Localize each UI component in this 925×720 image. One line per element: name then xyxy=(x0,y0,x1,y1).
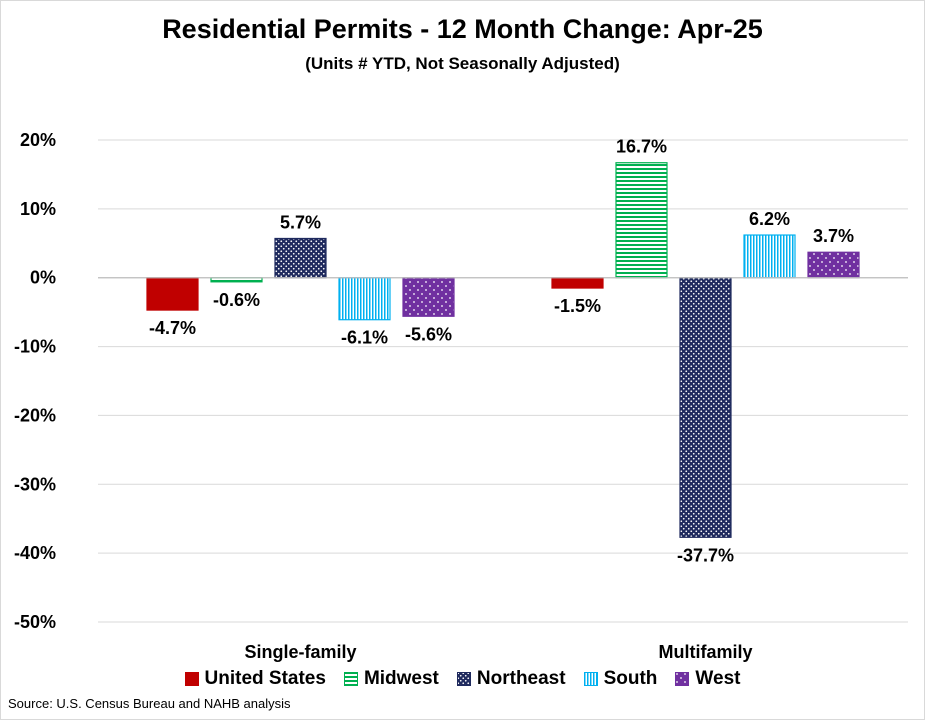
bar-south xyxy=(338,277,391,321)
legend-label: Northeast xyxy=(476,668,566,689)
data-label: -1.5% xyxy=(554,296,601,316)
legend-swatch xyxy=(456,672,471,686)
y-tick-label: 0% xyxy=(30,268,56,288)
data-label: -37.7% xyxy=(677,545,734,565)
data-label: 6.2% xyxy=(749,209,790,229)
legend-item-south: South xyxy=(583,668,658,690)
chart-subtitle: (Units # YTD, Not Seasonally Adjusted) xyxy=(305,54,620,73)
data-label: -5.6% xyxy=(405,324,452,344)
legend-item-west: West xyxy=(675,668,740,690)
y-tick-label: -10% xyxy=(14,337,56,357)
data-label: -0.6% xyxy=(213,290,260,310)
legend: United States Midwest Northeast South West xyxy=(0,668,925,690)
x-category-label: Single-family xyxy=(244,642,356,662)
legend-swatch xyxy=(675,672,690,686)
bar-west xyxy=(807,251,860,279)
bar-united-states xyxy=(146,277,199,311)
data-label: -4.7% xyxy=(149,318,196,338)
legend-swatch xyxy=(343,672,358,686)
bar-northeast xyxy=(274,237,327,279)
bar-west xyxy=(402,277,455,317)
bar-midwest xyxy=(210,277,263,283)
source-note: Source: U.S. Census Bureau and NAHB anal… xyxy=(8,696,291,711)
data-label: 3.7% xyxy=(813,226,854,246)
legend-swatch xyxy=(583,672,598,686)
legend-swatch xyxy=(184,672,199,686)
y-tick-label: 20% xyxy=(20,130,56,150)
bar-south xyxy=(743,234,796,279)
bar-united-states xyxy=(551,277,604,289)
data-label: 5.7% xyxy=(280,212,321,232)
legend-label: Midwest xyxy=(363,668,439,689)
y-tick-label: -20% xyxy=(14,405,56,425)
legend-label: United States xyxy=(204,668,326,689)
data-label: 16.7% xyxy=(616,137,667,157)
bar-northeast xyxy=(679,277,732,538)
data-label: -6.1% xyxy=(341,328,388,348)
legend-item-united-states: United States xyxy=(184,668,326,690)
legend-item-midwest: Midwest xyxy=(343,668,439,690)
chart-title: Residential Permits - 12 Month Change: A… xyxy=(162,14,763,44)
legend-label: West xyxy=(695,668,741,689)
y-tick-label: -30% xyxy=(14,474,56,494)
legend-item-northeast: Northeast xyxy=(456,668,566,690)
x-category-label: Multifamily xyxy=(658,642,752,662)
y-tick-label: -50% xyxy=(14,612,56,632)
bar-midwest xyxy=(615,162,668,279)
legend-label: South xyxy=(603,668,658,689)
y-tick-label: -40% xyxy=(14,543,56,563)
y-tick-label: 10% xyxy=(20,199,56,219)
